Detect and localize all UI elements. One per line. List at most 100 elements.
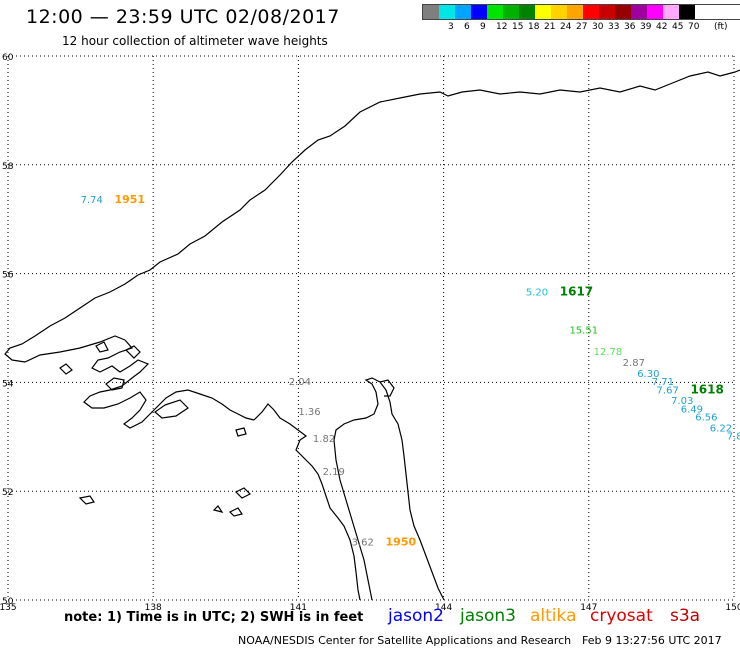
pass-time-label: 1617 bbox=[560, 284, 593, 298]
scale-tick-label: 27 bbox=[576, 22, 588, 32]
wave-height-label: 7.71 bbox=[652, 377, 674, 388]
scale-tick-label: 9 bbox=[480, 22, 486, 32]
lat-tick-label: 56 bbox=[2, 271, 14, 281]
island-shape bbox=[235, 427, 247, 437]
wave-height-label: 7.03 bbox=[671, 396, 693, 407]
scale-swatch bbox=[471, 5, 487, 19]
scale-swatch bbox=[551, 5, 567, 19]
lon-tick-label: 138 bbox=[145, 603, 162, 613]
color-scale-labels: (ft) 3 6 9 12 15 18 21 24 27 30 33 36 39 42 45 70 bbox=[422, 20, 740, 34]
color-scale-legend: (ft) 3 6 9 12 15 18 21 24 27 30 33 36 39 42 45 70 bbox=[422, 4, 740, 34]
island-shape bbox=[212, 505, 224, 513]
lon-tick-label: 141 bbox=[290, 603, 307, 613]
island-shape bbox=[59, 363, 73, 375]
scale-swatch bbox=[631, 5, 647, 19]
map-grid bbox=[7, 55, 735, 601]
page-subtitle: 12 hour collection of altimeter wave hei… bbox=[62, 34, 328, 48]
scale-unit-label: (ft) bbox=[714, 22, 728, 32]
scale-tick-label: 24 bbox=[560, 22, 572, 32]
island-shape bbox=[154, 399, 189, 419]
amur-coast bbox=[253, 403, 361, 601]
wave-height-label: 2.19 bbox=[323, 467, 345, 478]
pass-time-label: 1618 bbox=[690, 382, 723, 396]
scale-tick-label: 15 bbox=[512, 22, 524, 32]
color-scale-swatches bbox=[422, 4, 740, 20]
scale-swatch bbox=[679, 5, 695, 19]
mainland-coastline bbox=[4, 69, 740, 363]
scale-tick-label: 21 bbox=[544, 22, 556, 32]
lat-tick-label: 52 bbox=[2, 488, 13, 498]
shantar-coast bbox=[83, 339, 255, 429]
scale-tick-label: 39 bbox=[640, 22, 652, 32]
coastline bbox=[4, 69, 740, 601]
wave-height-label: 5.20 bbox=[526, 287, 548, 298]
satellite-legend-jason2: jason2 bbox=[388, 606, 444, 626]
lat-tick-label: 50 bbox=[2, 597, 14, 607]
scale-tick-label: 33 bbox=[608, 22, 620, 32]
pass-time-label: 1951 bbox=[114, 193, 145, 206]
island-shape bbox=[105, 377, 125, 391]
scale-tick-label: 18 bbox=[528, 22, 540, 32]
wave-height-label: 7.74 bbox=[81, 195, 103, 206]
wave-height-label: 6.49 bbox=[681, 404, 703, 415]
footer-credit: NOAA/NESDIS Center for Satellite Applica… bbox=[238, 634, 572, 647]
satellite-legend-altika: altika bbox=[530, 606, 577, 626]
lat-tick-label: 58 bbox=[2, 162, 14, 172]
scale-swatch bbox=[535, 5, 551, 19]
scale-tick-label: 3 bbox=[448, 22, 454, 32]
scale-tick-label: 45 bbox=[672, 22, 684, 32]
satellite-legend-jason3: jason3 bbox=[460, 606, 516, 626]
page-title: 12:00 — 23:59 UTC 02/08/2017 bbox=[26, 6, 340, 28]
lat-tick-label: 60 bbox=[2, 53, 14, 63]
scale-swatch bbox=[599, 5, 615, 19]
lon-tick-label: 147 bbox=[580, 603, 597, 613]
scale-swatch bbox=[455, 5, 471, 19]
scale-swatch bbox=[567, 5, 583, 19]
scale-swatch bbox=[423, 5, 439, 19]
scale-swatch bbox=[487, 5, 503, 19]
wave-height-label: 7.81 bbox=[727, 432, 740, 443]
scale-tick-label: 30 bbox=[592, 22, 604, 32]
island-shape bbox=[234, 487, 252, 499]
wave-height-label: 15.51 bbox=[569, 325, 598, 336]
sakhalin-west-coast bbox=[333, 377, 381, 601]
scale-swatch bbox=[615, 5, 631, 19]
scale-swatch bbox=[519, 5, 535, 19]
wave-height-label: 12.78 bbox=[594, 347, 623, 358]
wave-height-label: 6.30 bbox=[637, 369, 659, 380]
island-shape bbox=[124, 345, 141, 359]
island-shape bbox=[78, 495, 95, 505]
island-shape bbox=[228, 507, 243, 517]
pass-time-label: 1950 bbox=[386, 536, 417, 549]
wave-height-label: 6.56 bbox=[695, 412, 717, 423]
satellite-legend-s3a: s3a bbox=[670, 606, 701, 626]
scale-swatch bbox=[439, 5, 455, 19]
lat-tick-label: 54 bbox=[2, 379, 14, 389]
island-shape bbox=[95, 341, 109, 353]
scale-swatch bbox=[647, 5, 663, 19]
sakhalin-bay bbox=[379, 379, 395, 397]
lon-tick-label: 135 bbox=[0, 603, 17, 613]
scale-tick-label: 36 bbox=[624, 22, 636, 32]
wave-height-label: 2.87 bbox=[623, 358, 645, 369]
scale-tick-label: 42 bbox=[656, 22, 668, 32]
wave-height-label: 7.67 bbox=[657, 385, 679, 396]
wave-height-label: 1.36 bbox=[298, 407, 320, 418]
scale-swatch bbox=[663, 5, 679, 19]
lon-tick-label: 144 bbox=[435, 603, 452, 613]
wave-height-label: 1.82 bbox=[313, 434, 335, 445]
scale-tick-label: 70 bbox=[688, 22, 700, 32]
sakhalin-east-coast bbox=[379, 381, 445, 601]
scale-tick-label: 6 bbox=[464, 22, 470, 32]
wave-height-label: 3.62 bbox=[352, 538, 374, 549]
lon-tick-label: 150 bbox=[725, 603, 740, 613]
scale-tick-label: 12 bbox=[496, 22, 508, 32]
footer-note: note: 1) Time is in UTC; 2) SWH is in fe… bbox=[64, 610, 364, 625]
wave-height-label: 2.04 bbox=[289, 377, 311, 388]
scale-swatch bbox=[583, 5, 599, 19]
scale-swatch bbox=[503, 5, 519, 19]
axis-tick-labels: 135 138 141 144 147 150 60 58 56 54 52 50 bbox=[0, 53, 740, 613]
satellite-legend-cryosat: cryosat bbox=[590, 606, 653, 626]
